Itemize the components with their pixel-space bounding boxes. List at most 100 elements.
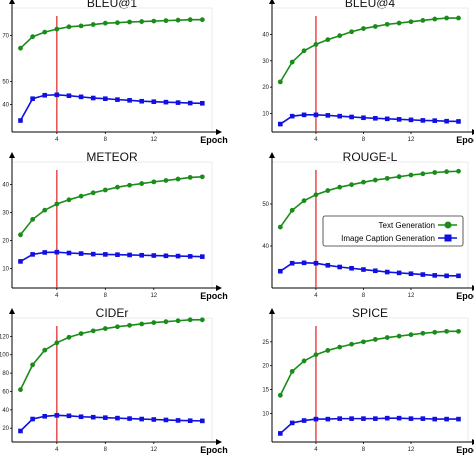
data-point-image-caption-generation [278, 121, 283, 127]
legend-box [322, 215, 464, 247]
y-tick-label: 50 [2, 79, 9, 85]
data-point-image-caption-generation [361, 267, 366, 272]
y-tick-label: 60 [2, 389, 9, 395]
data-point-text-generation [199, 174, 205, 180]
y-tick-label: 40 [262, 244, 269, 250]
data-point-image-caption-generation [42, 413, 48, 419]
data-point-image-caption-generation [163, 99, 169, 105]
y-tick-label: 40 [2, 102, 9, 108]
data-point-image-caption-generation [349, 416, 354, 421]
data-point-text-generation [187, 17, 193, 23]
legend: Text Generation Image Caption Generation [322, 215, 464, 247]
series-line-image-caption-generation [19, 93, 203, 121]
y-axis-arrow [9, 152, 15, 158]
data-point-text-generation [432, 16, 438, 22]
data-point-text-generation [115, 324, 120, 330]
data-point-image-caption-generation [151, 417, 157, 422]
data-point-text-generation [396, 20, 402, 26]
data-point-image-caption-generation [200, 100, 205, 106]
data-point-image-caption-generation [66, 250, 72, 256]
data-point-image-caption-generation [54, 249, 60, 255]
data-point-image-caption-generation [313, 416, 319, 422]
data-point-image-caption-generation [115, 97, 120, 102]
data-point-text-generation [372, 24, 378, 29]
data-point-text-generation [42, 207, 48, 213]
y-tick-label: 25 [262, 340, 269, 346]
data-point-image-caption-generation [42, 250, 48, 255]
data-point-image-caption-generation [66, 93, 72, 99]
legend-label: Image Caption Generation [341, 234, 435, 243]
data-point-text-generation [187, 317, 193, 323]
data-point-image-caption-generation [420, 416, 426, 421]
data-point-text-generation [372, 177, 378, 183]
data-point-text-generation [277, 79, 283, 85]
y-tick-label: 10 [262, 411, 269, 417]
data-point-text-generation [301, 48, 307, 54]
data-point-text-generation [199, 317, 205, 323]
x-axis-label: Epoch [456, 445, 474, 455]
data-point-image-caption-generation [139, 98, 144, 104]
y-tick-label: 40 [262, 32, 269, 38]
data-point-text-generation [127, 19, 132, 25]
data-point-image-caption-generation [175, 253, 181, 259]
data-point-text-generation [456, 15, 461, 21]
data-point-image-caption-generation [151, 253, 157, 258]
data-point-text-generation [127, 322, 132, 328]
data-point-text-generation [42, 347, 48, 353]
data-point-image-caption-generation [278, 268, 283, 274]
data-point-text-generation [432, 329, 438, 335]
data-point-image-caption-generation [175, 100, 181, 105]
y-tick-label: 70 [2, 34, 9, 40]
y-axis-arrow [9, 0, 15, 4]
plot-area [11, 7, 213, 133]
data-point-image-caption-generation [444, 273, 449, 279]
data-point-image-caption-generation [278, 431, 283, 436]
data-point-text-generation [372, 337, 378, 342]
series-line-text-generation [19, 176, 203, 236]
data-point-image-caption-generation [18, 259, 23, 264]
data-point-image-caption-generation [90, 95, 96, 101]
y-axis-arrow [269, 308, 275, 314]
data-point-image-caption-generation [18, 118, 23, 123]
data-point-text-generation [54, 201, 60, 207]
data-point-image-caption-generation [301, 112, 307, 118]
data-point-text-generation [115, 184, 120, 190]
x-tick-label: 8 [104, 137, 108, 143]
y-axis-arrow [9, 308, 15, 314]
data-point-image-caption-generation [337, 264, 343, 270]
data-point-image-caption-generation [78, 414, 84, 420]
data-point-image-caption-generation [408, 117, 414, 123]
data-point-text-generation [115, 20, 120, 26]
data-point-text-generation [139, 321, 145, 327]
data-point-image-caption-generation [115, 415, 120, 421]
data-point-text-generation [175, 176, 181, 182]
data-point-image-caption-generation [289, 113, 295, 119]
data-point-image-caption-generation [408, 416, 414, 421]
data-point-text-generation [127, 182, 132, 188]
data-point-image-caption-generation [66, 413, 72, 419]
data-point-image-caption-generation [127, 416, 132, 421]
data-point-image-caption-generation [337, 416, 343, 421]
data-point-text-generation [175, 17, 181, 23]
panel-cider: CIDEr 4 8 12 20 40 60 80 100 120 Epoch [0, 306, 228, 455]
data-point-text-generation [151, 179, 157, 185]
data-point-text-generation [301, 358, 307, 364]
data-point-text-generation [325, 37, 331, 43]
data-point-text-generation [420, 330, 426, 336]
data-point-image-caption-generation [432, 273, 438, 278]
data-point-image-caption-generation [325, 416, 331, 422]
x-axis-arrow [216, 439, 222, 445]
panel-title: ROUGE-L [343, 150, 398, 164]
data-point-text-generation [163, 319, 169, 325]
data-point-image-caption-generation [396, 270, 402, 276]
data-point-image-caption-generation [444, 416, 449, 422]
data-point-image-caption-generation [420, 118, 426, 123]
y-tick-label: 20 [262, 364, 269, 370]
x-tick-label: 8 [362, 137, 366, 143]
data-point-image-caption-generation [103, 96, 108, 102]
data-point-text-generation [66, 334, 72, 340]
data-point-text-generation [277, 392, 283, 398]
data-point-text-generation [313, 192, 319, 198]
data-point-image-caption-generation [384, 116, 390, 122]
